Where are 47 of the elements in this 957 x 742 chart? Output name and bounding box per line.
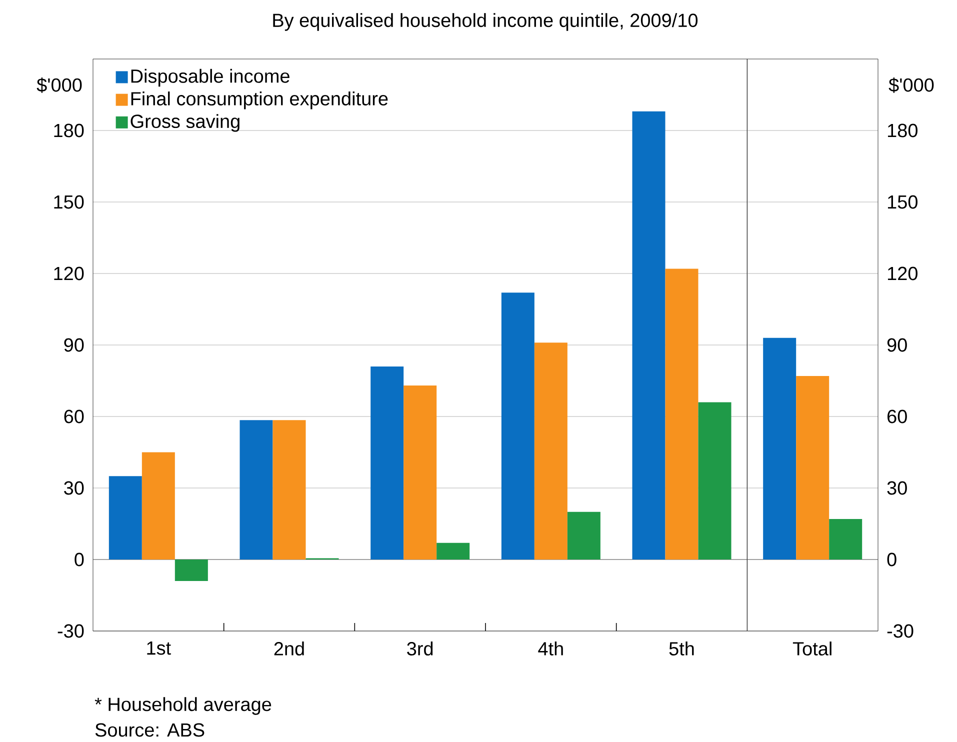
y-tick-label: 30	[887, 481, 907, 495]
bar	[796, 376, 830, 560]
bar	[698, 402, 732, 560]
y-tick-label: 180	[888, 124, 918, 138]
y-tick-label: 30	[64, 481, 84, 495]
y-tick-label: 90	[887, 338, 907, 352]
y-tick-label: -30	[887, 624, 914, 638]
bar	[142, 452, 175, 560]
y-tick-label: 0	[74, 552, 84, 566]
bar	[174, 560, 208, 581]
y-tick-label: 120	[888, 266, 918, 280]
legend-label: Gross saving	[130, 114, 240, 132]
y-tick-label: 60	[64, 410, 84, 424]
bar	[632, 111, 666, 560]
x-tick-label: 1st	[147, 642, 171, 655]
y-tick-label: 120	[54, 266, 84, 280]
y-axis-title: $'000	[36, 78, 82, 93]
text: * Household average	[94, 697, 272, 715]
legend-label: Disposable income	[131, 68, 290, 87]
bar	[501, 292, 534, 560]
bar	[272, 420, 306, 560]
x-tick-label: 3rd	[407, 642, 433, 656]
bar	[240, 420, 273, 560]
bar	[567, 512, 600, 560]
source-note: Source: ABS	[95, 723, 204, 737]
y-tick-label: 60	[888, 410, 907, 424]
x-tick-label: 4th	[538, 642, 563, 656]
y-tick-label: 90	[64, 338, 84, 352]
bar	[404, 386, 437, 560]
x-tick-label: Total	[792, 642, 832, 656]
bar	[436, 542, 470, 560]
bar	[829, 518, 862, 560]
y-tick-label: 150	[888, 195, 918, 209]
bar	[534, 342, 568, 560]
x-tick-label: 5th	[669, 642, 694, 656]
bar	[763, 338, 796, 560]
y-tick-label: -30	[58, 624, 84, 638]
bar	[108, 476, 142, 560]
y-tick-label: 180	[54, 124, 84, 138]
x-tick-label: 2nd	[274, 642, 304, 656]
y-tick-label: 0	[887, 552, 896, 566]
legend-label: Final consumption expenditure	[131, 92, 388, 110]
chart-subtitle: By equivalised household income quintile, 2009/10	[273, 13, 698, 31]
y-axis-title: $'000	[888, 78, 934, 93]
bar	[370, 366, 404, 560]
y-tick-label: 150	[54, 195, 84, 209]
bar	[665, 268, 698, 560]
